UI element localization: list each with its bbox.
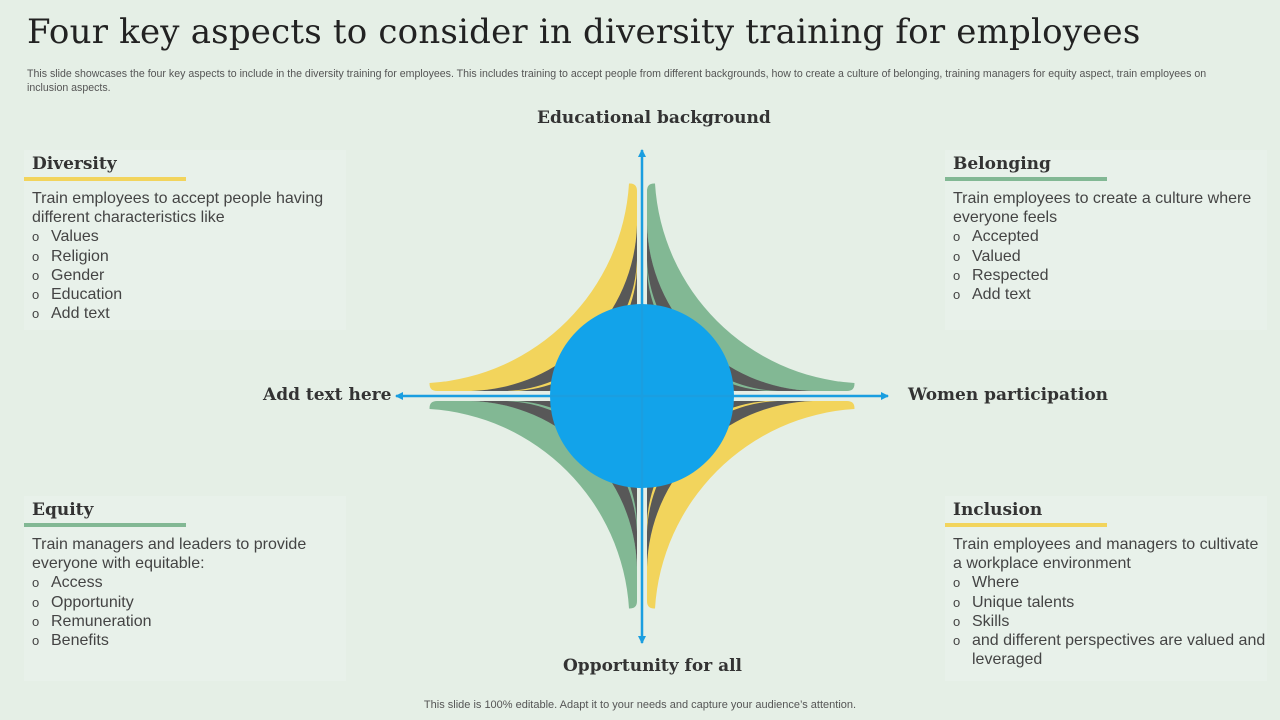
bullet-icon: o xyxy=(953,248,961,264)
panel-list: o Accepted o Valued o Respected o Add text xyxy=(945,227,1267,310)
list-item: o Unique talents xyxy=(953,593,1267,612)
list-item-text: Valued xyxy=(972,247,1021,265)
bullet-icon: o xyxy=(32,267,40,283)
list-item-text: Where xyxy=(972,574,1020,592)
list-item: o Access xyxy=(32,573,346,592)
bullet-icon: o xyxy=(32,613,40,629)
bullet-icon: o xyxy=(953,575,961,591)
panel-intro: Train employees to create a culture wher… xyxy=(953,190,1252,227)
list-item: o Values xyxy=(32,227,346,246)
bullet-icon: o xyxy=(32,633,40,649)
list-item: o Education xyxy=(32,285,346,304)
list-item: o Opportunity xyxy=(32,593,346,612)
page-subtitle: This slide showcases the four key aspect… xyxy=(27,68,1207,94)
bullet-icon: o xyxy=(953,287,961,303)
bullet-icon: o xyxy=(953,594,961,610)
list-item-text: Skills xyxy=(972,612,1010,630)
heading-underline xyxy=(24,177,186,181)
list-item-text: Gender xyxy=(51,266,105,284)
list-item: o Where xyxy=(953,573,1267,592)
panel-list: o Where o Unique talents o Skills o and differe… xyxy=(945,573,1267,675)
list-item: o Skills xyxy=(953,612,1267,631)
list-item: o Remuneration xyxy=(32,612,346,631)
list-item-text: Remuneration xyxy=(51,612,152,630)
list-item: o Add text xyxy=(32,304,346,323)
list-item-text: Values xyxy=(51,228,99,246)
bullet-icon: o xyxy=(953,633,961,649)
bullet-icon: o xyxy=(32,575,40,591)
panel-intro: Train managers and leaders to provide ev… xyxy=(32,536,307,573)
bullet-icon: o xyxy=(32,594,40,610)
list-item-text: Unique talents xyxy=(972,593,1075,611)
panel-diversity: Diversity Train employees to accept peop… xyxy=(24,150,346,330)
list-item: o Religion xyxy=(32,247,346,266)
bullet-icon: o xyxy=(32,248,40,264)
bullet-icon: o xyxy=(953,613,961,629)
bullet-icon: o xyxy=(32,229,40,245)
heading-underline xyxy=(24,523,186,527)
list-item: o Gender xyxy=(32,266,346,285)
list-item-text: Access xyxy=(51,574,103,592)
list-item-text: Religion xyxy=(51,247,109,265)
page-title: Four key aspects to consider in diversit… xyxy=(27,12,1141,52)
heading-underline xyxy=(945,177,1107,181)
axis-label-left: Add text here xyxy=(263,385,392,405)
list-item: o Add text xyxy=(953,285,1267,304)
list-item-text: Respected xyxy=(972,266,1049,284)
list-item-text: Add text xyxy=(51,305,110,323)
panel-list: o Access o Opportunity o Remuneration o Benefit… xyxy=(24,573,346,656)
list-item: o Accepted xyxy=(953,227,1267,246)
bullet-icon: o xyxy=(32,287,40,303)
list-item: o Benefits xyxy=(32,631,346,650)
axis-label-right: Women participation xyxy=(908,385,1109,405)
bullet-icon: o xyxy=(32,306,40,322)
list-item: o Respected xyxy=(953,266,1267,285)
footer-note: This slide is 100% editable. Adapt it to… xyxy=(423,699,857,711)
panel-belonging: Belonging Train employees to create a cu… xyxy=(945,150,1267,330)
list-item-text: Opportunity xyxy=(51,593,134,611)
panel-heading: Inclusion xyxy=(953,500,1043,520)
axis-label-top: Educational background xyxy=(537,108,771,128)
list-item-text: Add text xyxy=(972,286,1031,304)
panel-list: o Values o Religion o Gender o Education o Add te… xyxy=(24,227,346,329)
panel-intro: Train employees and managers to cultivat… xyxy=(953,536,1259,573)
bullet-icon: o xyxy=(953,267,961,283)
heading-underline xyxy=(945,523,1107,527)
axis-label-bottom: Opportunity for all xyxy=(563,656,743,676)
bullet-icon: o xyxy=(953,229,961,245)
list-item: o and different perspectives are valued a… xyxy=(953,631,1267,669)
panel-equity: Equity Train managers and leaders to pro… xyxy=(24,496,346,681)
list-item-text: Benefits xyxy=(51,632,109,650)
list-item: o Valued xyxy=(953,247,1267,266)
panel-intro: Train employees to accept people having … xyxy=(32,190,324,227)
list-item-text: Education xyxy=(51,286,123,304)
panel-heading: Diversity xyxy=(32,154,117,174)
panel-heading: Equity xyxy=(32,500,94,520)
panel-heading: Belonging xyxy=(953,154,1051,174)
list-item-text: Accepted xyxy=(972,228,1039,246)
list-item-text: and different perspectives are valued an… xyxy=(972,632,1266,669)
panel-inclusion: Inclusion Train employees and managers t… xyxy=(945,496,1267,681)
